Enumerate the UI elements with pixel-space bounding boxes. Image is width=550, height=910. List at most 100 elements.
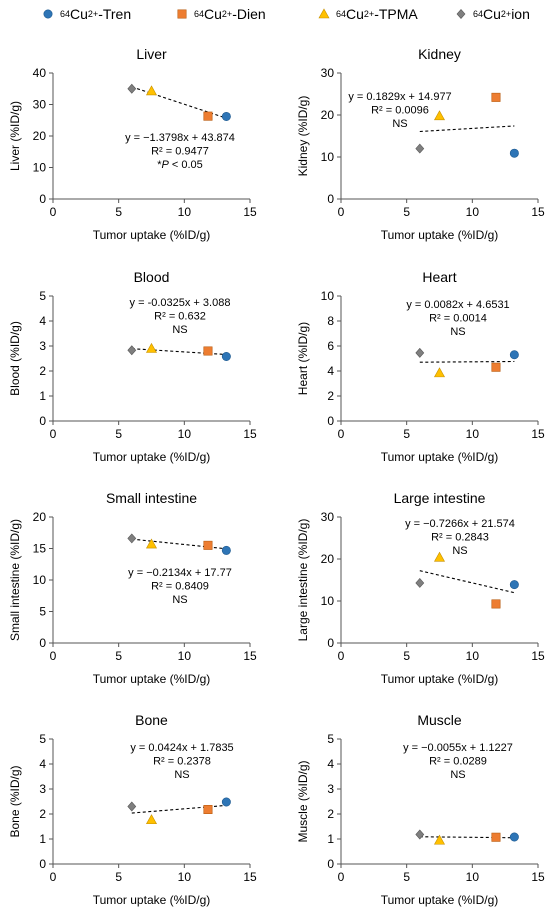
legend-item-tren: 64 Cu 2+ -Tren (42, 4, 131, 24)
data-point-ion (127, 533, 137, 544)
data-point-tpma (433, 367, 446, 378)
x-tick-label: 15 (243, 205, 257, 219)
x-axis-label: Tumor uptake (%ID/g) (93, 228, 211, 242)
significance-label: NS (172, 594, 187, 606)
y-tick-label: 30 (321, 66, 335, 80)
data-point-tpma (433, 110, 446, 121)
y-tick-label: 20 (33, 510, 47, 524)
x-tick-label: 15 (531, 427, 545, 441)
legend-ion: Cu (204, 6, 222, 22)
data-point-tren (509, 580, 519, 590)
x-tick-label: 5 (403, 427, 410, 441)
y-axis-label: Bone (%ID/g) (8, 765, 22, 837)
x-tick-label: 0 (338, 427, 345, 441)
x-tick-label: 0 (50, 427, 57, 441)
trend-line (419, 360, 515, 363)
y-tick-label: 2 (39, 364, 46, 378)
y-tick-label: 0 (39, 414, 46, 428)
significance-label: NS (392, 118, 407, 130)
y-tick-label: 1 (39, 832, 46, 846)
x-tick-label: 10 (178, 205, 192, 219)
data-point-dien (491, 92, 501, 102)
y-tick-label: 3 (327, 782, 334, 796)
chart-panel-large-intestine: Large intestine 0 10 20 30 0 5 10 15 Tumor uptake… (296, 490, 545, 686)
y-tick-label: 0 (327, 192, 334, 206)
data-point-tpma (145, 538, 158, 549)
x-tick-label: 0 (338, 649, 345, 663)
trend-line (419, 570, 515, 594)
legend-charge: 2+ (500, 9, 512, 19)
y-tick-label: 20 (321, 108, 335, 122)
square-marker-icon (177, 9, 187, 19)
y-tick-label: 4 (327, 364, 334, 378)
y-tick-label: 20 (33, 129, 47, 143)
data-point-ion (127, 345, 137, 356)
data-point-tren (509, 350, 519, 360)
y-tick-label: 8 (327, 314, 334, 328)
data-point-tren (509, 148, 519, 158)
regression-equation: y = −1.3798x + 43.874 (125, 132, 235, 144)
data-point-ion (127, 801, 137, 812)
y-tick-label: 3 (39, 782, 46, 796)
data-point-ion (415, 577, 425, 588)
legend-isotope: 64 (473, 9, 484, 19)
regression-equation: y = 0.0082x + 4.6531 (406, 299, 509, 311)
x-tick-label: 5 (115, 649, 122, 663)
chart-panel-kidney: Kidney 0 10 20 30 0 5 10 15 Tumor uptake (%ID/g) K… (296, 46, 545, 242)
x-axis-label: Tumor uptake (%ID/g) (381, 228, 499, 242)
y-tick-label: 10 (33, 161, 47, 175)
data-point-tren (221, 545, 231, 555)
y-axis-label: Kidney (%ID/g) (296, 96, 310, 177)
x-tick-label: 5 (403, 870, 410, 884)
data-point-ion (415, 347, 425, 358)
data-point-ion (415, 829, 425, 840)
x-tick-label: 15 (243, 427, 257, 441)
data-point-dien (203, 804, 213, 814)
y-tick-label: 2 (39, 807, 46, 821)
diamond-marker-icon (456, 9, 466, 19)
chart-title: Muscle (417, 712, 462, 728)
x-tick-label: 10 (466, 649, 480, 663)
x-tick-label: 5 (403, 205, 410, 219)
data-point-tpma (145, 814, 158, 825)
x-tick-label: 0 (50, 870, 57, 884)
data-point-dien (203, 111, 213, 121)
x-tick-label: 0 (50, 205, 57, 219)
chart-title: Large intestine (394, 490, 486, 506)
data-point-dien (491, 362, 501, 372)
r-squared-value: R² = 0.2378 (153, 756, 211, 768)
y-tick-label: 4 (39, 314, 46, 328)
legend-ion: Cu (346, 6, 364, 22)
y-tick-label: 30 (321, 510, 335, 524)
legend-suffix: -TPMA (374, 6, 418, 22)
x-axis-label: Tumor uptake (%ID/g) (381, 893, 499, 907)
legend-suffix: ion (511, 6, 530, 22)
y-axis-label: Heart (%ID/g) (296, 322, 310, 395)
triangle-marker-icon (318, 8, 330, 19)
r-squared-value: R² = 0.0096 (371, 105, 429, 117)
y-tick-label: 5 (39, 605, 46, 619)
x-tick-label: 5 (115, 427, 122, 441)
y-tick-label: 10 (33, 573, 47, 587)
data-point-tren (221, 111, 231, 121)
x-tick-label: 10 (178, 427, 192, 441)
r-squared-value: R² = 0.0289 (429, 756, 487, 768)
legend-isotope: 64 (194, 9, 205, 19)
significance-label: NS (172, 324, 187, 336)
legend-item-tpma: 64 Cu 2+ -TPMA (318, 4, 418, 24)
chart-panel-liver: Liver 0 10 20 30 40 0 5 10 15 Tumor uptake (%ID/g)… (8, 46, 257, 242)
data-point-tpma (145, 85, 158, 96)
x-tick-label: 0 (338, 870, 345, 884)
significance-label: NS (452, 545, 467, 557)
significance-label: *P < 0.05 (157, 159, 203, 171)
x-tick-label: 10 (466, 205, 480, 219)
legend-charge: 2+ (221, 9, 233, 19)
chart-panel-muscle: Muscle 0 1 2 3 4 5 0 5 10 15 Tumor uptake (%ID/g) Mu… (296, 712, 545, 907)
chart-panel-bone: Bone 0 1 2 3 4 5 0 5 10 15 Tumor uptake (%ID/g) Bone… (8, 712, 257, 907)
chart-title: Bone (135, 712, 168, 728)
y-tick-label: 0 (327, 414, 334, 428)
x-tick-label: 5 (115, 870, 122, 884)
y-axis-label: Liver (%ID/g) (8, 101, 22, 171)
y-tick-label: 2 (327, 807, 334, 821)
legend-ion: Cu (483, 6, 501, 22)
